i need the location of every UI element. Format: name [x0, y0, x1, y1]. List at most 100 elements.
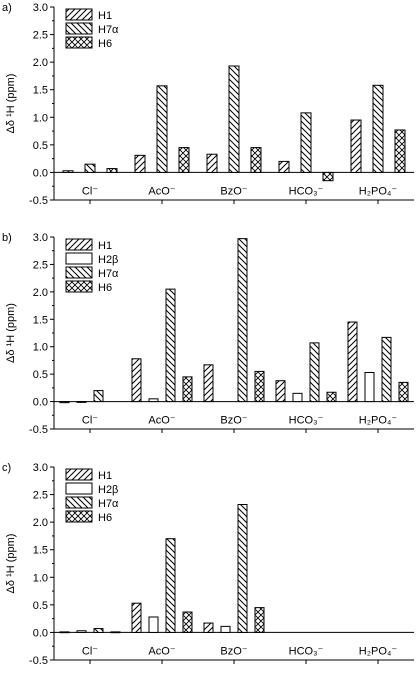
category-label: Cl⁻	[82, 185, 98, 197]
panel-label: c)	[2, 462, 11, 474]
y-tick-label: 2.5	[33, 259, 48, 271]
bar-hatch-right	[350, 119, 362, 173]
category-label: AcO⁻	[148, 185, 175, 197]
y-tick-label: -0.5	[29, 424, 48, 436]
legend-swatch	[65, 280, 93, 293]
panels: a) Δδ ¹H (ppm) -0.5 0.0 0.5 1.0 1.5 2.0 2.5 3.0 Cl…	[2, 2, 414, 667]
legend-swatch	[65, 496, 93, 509]
bar-crosshatch	[326, 391, 337, 403]
y-tick-label: 1.5	[33, 545, 48, 557]
y-tick-label: 2.0	[33, 517, 48, 529]
y-tick-label: 2.0	[33, 287, 48, 299]
y-tick-label: 0.0	[33, 627, 48, 639]
legend-swatch	[65, 482, 93, 495]
bar-hatch-left	[228, 65, 240, 173]
y-tick-label: 1.5	[33, 314, 48, 326]
legend-swatch	[65, 252, 93, 265]
category-label: BzO⁻	[220, 185, 247, 197]
panel-label: a)	[2, 2, 12, 14]
legend-label: H2β	[98, 484, 118, 496]
category-label: HCO₃⁻	[289, 415, 324, 427]
bar-hatch-left	[237, 503, 248, 633]
bar-hatch-left	[165, 288, 176, 403]
bar-hatch-left	[372, 84, 384, 173]
legend-label: H2β	[98, 254, 118, 266]
y-tick-label: -0.5	[29, 195, 48, 207]
bar-blank	[148, 398, 159, 403]
y-tick-label: 2.5	[33, 490, 48, 502]
bar-blank	[76, 630, 87, 633]
chart-panel: a) Δδ ¹H (ppm) -0.5 0.0 0.5 1.0 1.5 2.0 2.5 3.0 Cl…	[2, 2, 414, 207]
bar-crosshatch	[398, 381, 409, 403]
bar-blank	[220, 625, 231, 633]
chart-panel: b) Δδ ¹H (ppm) -0.5 0.0 0.5 1.0 1.5 2.0 2.5 3.0 Cl…	[2, 232, 414, 436]
bar-crosshatch	[182, 611, 193, 633]
legend-swatch	[65, 238, 93, 251]
y-tick-label: 3.0	[33, 232, 48, 244]
bar-blank	[76, 401, 87, 403]
bar-hatch-right	[134, 154, 146, 173]
bar-hatch-right	[206, 153, 218, 173]
bar-hatch-right	[131, 602, 142, 633]
bar-hatch-right	[347, 321, 358, 403]
bar-crosshatch	[322, 171, 334, 182]
y-axis-label: Δδ ¹H (ppm)	[5, 303, 17, 363]
bar-hatch-left	[84, 163, 96, 173]
bar-hatch-right	[203, 622, 214, 633]
bar-crosshatch	[110, 631, 121, 634]
bar-hatch-left	[156, 85, 168, 173]
bar-hatch-right	[59, 401, 70, 404]
bar-hatch-left	[300, 112, 312, 173]
y-tick-label: 3.0	[33, 462, 48, 474]
bar-hatch-left	[309, 342, 320, 403]
legend-swatch	[65, 510, 93, 523]
panel-label: b)	[2, 232, 12, 244]
bar-hatch-right	[62, 170, 74, 173]
legend-label: H6	[98, 38, 112, 50]
legend-swatch	[65, 22, 93, 35]
bar-hatch-left	[381, 336, 392, 403]
y-tick-label: -0.5	[29, 655, 48, 667]
bar-crosshatch	[106, 168, 118, 173]
legend-label: H1	[98, 470, 112, 482]
bar-crosshatch	[394, 129, 406, 173]
bar-hatch-right	[59, 631, 70, 634]
y-tick-label: 0.0	[33, 167, 48, 179]
legend-swatch	[65, 468, 93, 481]
bar-blank	[292, 392, 303, 403]
category-label: BzO⁻	[220, 645, 247, 657]
chart-panel: c) Δδ ¹H (ppm) -0.5 0.0 0.5 1.0 1.5 2.0 2.5 3.0 Cl…	[2, 462, 414, 667]
y-tick-label: 0.5	[33, 600, 48, 612]
y-tick-label: 0.5	[33, 369, 48, 381]
category-label: HCO₃⁻	[289, 645, 324, 657]
legend-label: H7α	[98, 24, 119, 36]
bar-hatch-left	[93, 390, 104, 403]
category-label: BzO⁻	[220, 415, 247, 427]
y-tick-label: 1.0	[33, 112, 48, 124]
category-label: Cl⁻	[82, 415, 98, 427]
bar-crosshatch	[182, 376, 193, 403]
legend-label: H6	[98, 512, 112, 524]
category-label: H₂PO₄⁻	[359, 645, 398, 657]
bar-hatch-right	[203, 364, 214, 403]
bar-hatch-left	[165, 538, 176, 633]
category-label: Cl⁻	[82, 645, 98, 657]
legend-label: H1	[98, 10, 112, 22]
y-tick-label: 3.0	[33, 2, 48, 14]
legend-label: H7α	[98, 268, 119, 280]
y-tick-label: 0.0	[33, 397, 48, 409]
legend-swatch	[65, 8, 93, 21]
legend-label: H6	[98, 282, 112, 294]
bar-hatch-right	[131, 358, 142, 403]
category-label: H₂PO₄⁻	[359, 415, 398, 427]
bar-crosshatch	[254, 370, 265, 403]
category-label: AcO⁻	[148, 415, 175, 427]
bar-hatch-left	[93, 628, 104, 633]
legend-swatch	[65, 36, 93, 49]
legend-swatch	[65, 266, 93, 279]
bar-crosshatch	[250, 147, 262, 173]
y-axis-label: Δδ ¹H (ppm)	[5, 74, 17, 134]
bar-blank	[148, 616, 159, 633]
bar-blank	[364, 371, 375, 403]
